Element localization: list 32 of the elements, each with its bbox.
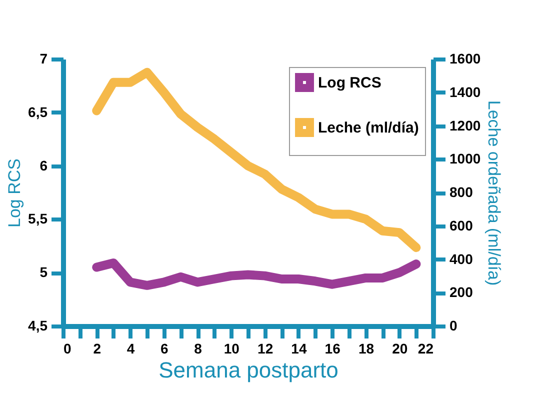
x-tick-label: 18 xyxy=(358,340,374,356)
y-axis-title: Log RCS xyxy=(5,158,24,228)
x-tick-label: 8 xyxy=(194,340,202,356)
x-tick-label: 10 xyxy=(224,340,240,356)
y2-tick-label: 1200 xyxy=(450,117,481,134)
y-tick-label: 5,5 xyxy=(28,210,48,227)
y-tick-label: 7 xyxy=(40,50,48,66)
y2-tick-label: 1000 xyxy=(450,150,481,167)
y2-tick-label: 400 xyxy=(450,250,474,267)
y2-tick-label: 0 xyxy=(450,318,458,334)
x-tick-label: 4 xyxy=(126,340,135,356)
legend-label: Leche (ml/día) xyxy=(318,120,419,136)
x-tick-label: 22 xyxy=(418,340,434,356)
y2-tick-label: 1600 xyxy=(450,50,481,66)
x-tick-label: 6 xyxy=(160,340,169,356)
legend-label: Log RCS xyxy=(318,74,382,92)
x-tick-label: 14 xyxy=(291,340,307,356)
y-tick-label: 5 xyxy=(40,264,48,280)
y-tick-label: 6 xyxy=(40,157,48,174)
y2-axis-title: Leche ordeñada (ml/día) xyxy=(484,100,504,286)
y2-tick-label: 1400 xyxy=(450,84,481,100)
y-tick-label: 6,5 xyxy=(28,104,48,120)
x-axis-title: Semana postparto xyxy=(158,358,338,382)
x-tick-label: 2 xyxy=(93,340,102,356)
x-tick-label: 20 xyxy=(392,340,408,356)
y-tick-label: 4,5 xyxy=(28,318,48,334)
x-tick-label: 12 xyxy=(258,340,274,356)
y2-tick-label: 200 xyxy=(450,284,474,300)
y2-tick-label: 600 xyxy=(450,217,474,234)
y2-tick-label: 800 xyxy=(450,184,474,200)
x-tick-label: 0 xyxy=(64,340,72,356)
x-tick-label: 16 xyxy=(324,340,341,356)
